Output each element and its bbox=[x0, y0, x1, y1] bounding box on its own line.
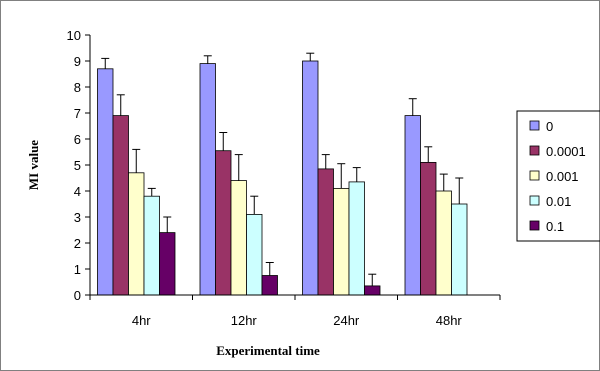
bar-24hr-series-2 bbox=[333, 187, 350, 296]
y-tick-label: 10 bbox=[67, 28, 81, 43]
legend: 0 0.0001 0.001 0.01 0.1 bbox=[516, 110, 600, 242]
bar-48hr-series-0 bbox=[404, 115, 421, 296]
legend-label-1: 0.0001 bbox=[546, 144, 586, 159]
bar-4hr-series-1 bbox=[112, 115, 129, 296]
bar-12hr-series-3 bbox=[246, 213, 263, 296]
x-axis-title: Experimental time bbox=[216, 343, 320, 358]
y-tick-label: 9 bbox=[74, 54, 81, 69]
bar-12hr-series-4 bbox=[261, 275, 278, 296]
y-tick-label: 7 bbox=[74, 106, 81, 121]
legend-label-0: 0 bbox=[546, 119, 553, 134]
y-axis: 0 1 2 3 4 5 6 7 8 9 10 bbox=[67, 28, 91, 303]
bar-24hr-series-0 bbox=[302, 60, 319, 296]
legend-label-2: 0.001 bbox=[546, 169, 579, 184]
legend-swatch-4 bbox=[529, 220, 540, 231]
x-tick-label: 12hr bbox=[231, 313, 258, 328]
legend-swatch-2 bbox=[529, 170, 540, 181]
bar-24hr-series-3 bbox=[348, 181, 365, 296]
bar-4hr-series-4 bbox=[159, 232, 176, 296]
x-tick-label: 24hr bbox=[333, 313, 360, 328]
legend-swatch-1 bbox=[529, 145, 540, 156]
bar-4hr-series-3 bbox=[143, 195, 160, 296]
bar-4hr-series-2 bbox=[128, 172, 145, 296]
bar-12hr-series-1 bbox=[215, 150, 232, 296]
y-tick-label: 0 bbox=[74, 288, 81, 303]
legend-label-4: 0.1 bbox=[546, 219, 564, 234]
y-tick-label: 2 bbox=[74, 236, 81, 251]
y-tick-label: 3 bbox=[74, 210, 81, 225]
y-tick-label: 8 bbox=[74, 80, 81, 95]
bar-48hr-series-2 bbox=[435, 190, 452, 296]
legend-label-3: 0.01 bbox=[546, 194, 571, 209]
y-tick-label: 4 bbox=[74, 184, 81, 199]
x-tick-label: 48hr bbox=[436, 313, 463, 328]
legend-swatch-3 bbox=[529, 195, 540, 206]
x-tick-label: 4hr bbox=[132, 313, 151, 328]
y-tick-label: 6 bbox=[74, 132, 81, 147]
y-tick-label: 5 bbox=[74, 158, 81, 173]
bar-24hr-series-4 bbox=[364, 285, 381, 296]
bar-4hr-series-0 bbox=[97, 68, 114, 296]
x-axis: 4hr 12hr 24hr 48hr bbox=[89, 294, 501, 328]
y-axis-title: MI value bbox=[26, 140, 41, 190]
legend-swatch-0 bbox=[529, 120, 540, 131]
bar-48hr-series-3 bbox=[451, 203, 468, 296]
bar-48hr-series-1 bbox=[420, 161, 437, 296]
bar-24hr-series-1 bbox=[317, 168, 334, 296]
bar-12hr-series-0 bbox=[199, 63, 216, 296]
y-tick-label: 1 bbox=[74, 262, 81, 277]
plot-area bbox=[97, 52, 468, 296]
bar-12hr-series-2 bbox=[230, 180, 247, 296]
